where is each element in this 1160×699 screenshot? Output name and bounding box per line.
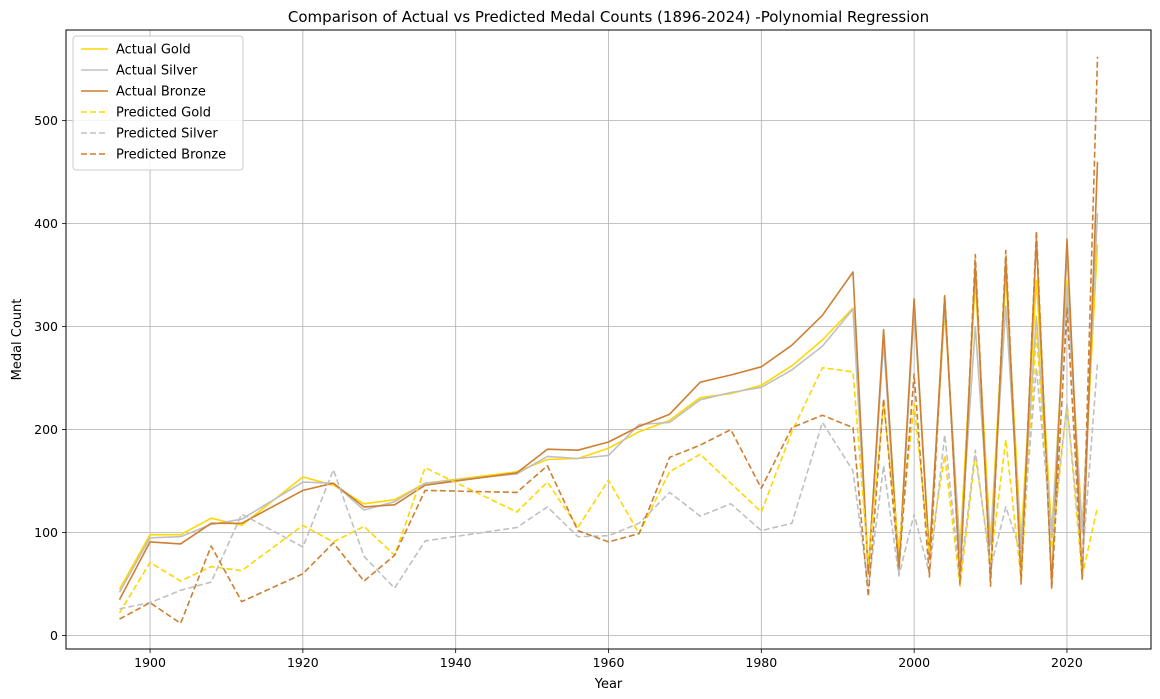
y-tick-label: 300 bbox=[34, 319, 58, 334]
series-line-predicted-gold bbox=[118, 330, 1099, 614]
axis-ticks: 1900 1920 1940 1960 1980 2000 2020 0 100 200 300 40… bbox=[34, 113, 1083, 670]
grid-lines bbox=[66, 30, 1151, 649]
x-tick-label: 1900 bbox=[134, 655, 166, 670]
y-tick-label: 400 bbox=[34, 216, 58, 231]
x-tick-label: 1940 bbox=[440, 655, 472, 670]
x-tick-label: 2000 bbox=[898, 655, 930, 670]
series-lines bbox=[118, 56, 1099, 625]
legend-box bbox=[72, 35, 244, 171]
x-tick-label: 1980 bbox=[745, 655, 777, 670]
chart-title: Comparison of Actual vs Predicted Medal … bbox=[288, 8, 929, 26]
legend-label-predicted-silver: Predicted Silver bbox=[116, 127, 218, 142]
x-axis-title: Year bbox=[594, 677, 623, 692]
x-tick-label: 1960 bbox=[593, 655, 625, 670]
legend-label-actual-silver: Actual Silver bbox=[116, 64, 198, 79]
x-tick-label: 1920 bbox=[287, 655, 319, 670]
y-axis-title: Medal Count bbox=[10, 299, 25, 381]
x-tick-label: 2020 bbox=[1051, 655, 1083, 670]
legend-label-predicted-gold: Predicted Gold bbox=[116, 106, 211, 121]
legend-label-actual-gold: Actual Gold bbox=[116, 43, 191, 58]
series-line-predicted-silver bbox=[119, 362, 1099, 610]
y-tick-label: 200 bbox=[34, 422, 58, 437]
legend: Actual Gold Actual Silver Actual Bronze Pre… bbox=[72, 35, 244, 171]
y-tick-label: 0 bbox=[50, 628, 58, 643]
legend-label-predicted-bronze: Predicted Bronze bbox=[116, 148, 226, 163]
y-tick-label: 500 bbox=[34, 113, 58, 128]
y-tick-label: 100 bbox=[34, 525, 58, 540]
series-line-predicted-bronze bbox=[119, 56, 1099, 625]
legend-label-actual-bronze: Actual Bronze bbox=[116, 85, 206, 100]
